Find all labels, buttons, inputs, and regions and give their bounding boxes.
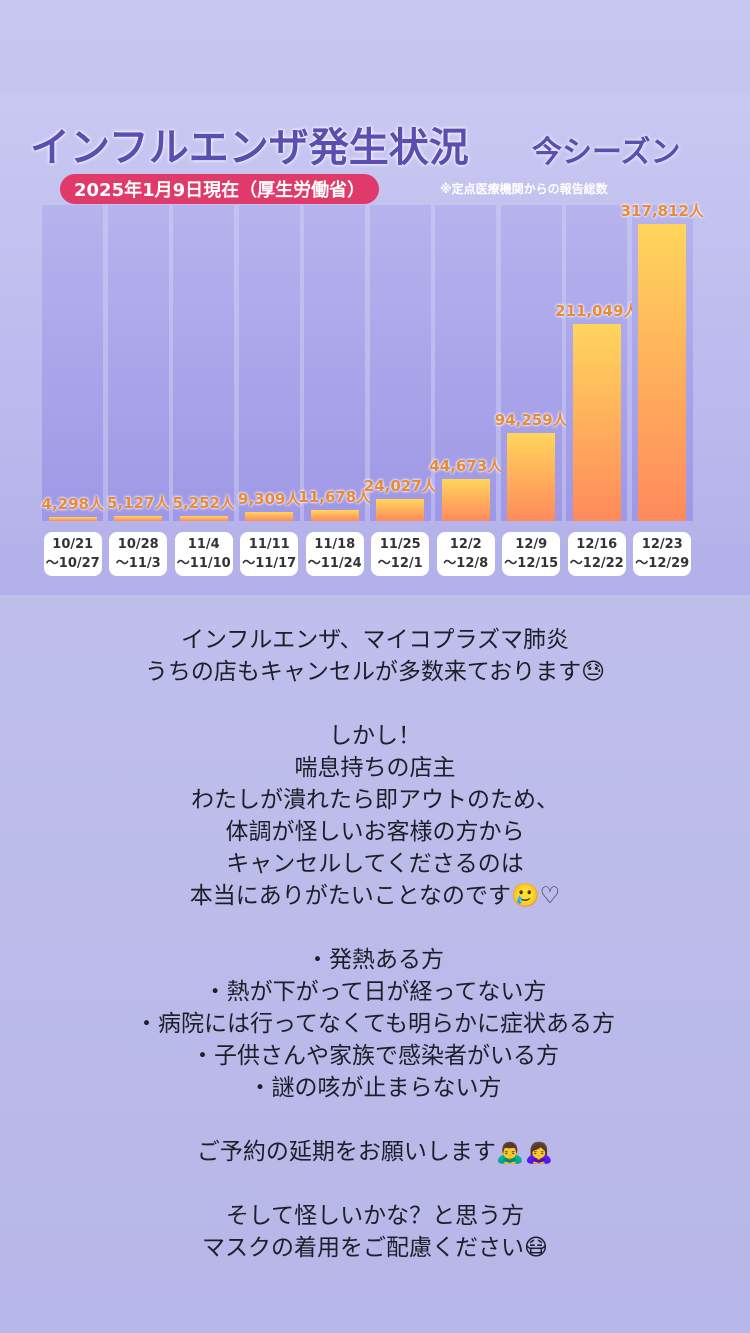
x-tick-label: 12/9 〜12/15: [502, 532, 561, 576]
text-line: しかし！: [329, 723, 421, 749]
text-line: ご予約の延期をお願いします🙇‍♂️🙇‍♀️: [196, 1139, 554, 1165]
text-line: マスクの着用をご配慮ください😷: [202, 1235, 548, 1261]
column-bg: [435, 205, 497, 521]
value-label: 44,673人: [429, 457, 503, 476]
bar: [638, 224, 687, 521]
text-line: うちの店もキャンセルが多数来ております😓: [144, 659, 606, 685]
value-label: 4,298人: [41, 494, 104, 513]
column-bg: [304, 205, 366, 521]
x-tick-label: 11/25 〜12/1: [371, 532, 430, 576]
value-label: 5,127人: [107, 494, 170, 513]
x-tick-label: 12/2 〜12/8: [436, 532, 495, 576]
x-tick-label: 11/18 〜11/24: [305, 532, 364, 576]
bar: [572, 323, 621, 521]
column-bg: [173, 205, 235, 521]
paragraph: インフルエンザ、マイコプラズマ肺炎うちの店もキャンセルが多数来ております😓: [0, 624, 750, 688]
x-tick-label: 11/11 〜11/17: [240, 532, 299, 576]
text-line: 喘息持ちの店主: [294, 755, 456, 781]
x-tick-label: 11/4 〜11/10: [174, 532, 233, 576]
value-label: 317,812人: [620, 202, 704, 220]
bar: [245, 512, 294, 521]
value-label: 211,049人: [555, 301, 639, 320]
value-label: 11,678人: [298, 488, 372, 507]
value-label: 94,259人: [494, 410, 568, 429]
column-bg: [369, 205, 431, 521]
bar: [114, 516, 163, 521]
paragraph: そして怪しいかな？と思う方 マスクの着用をご配慮ください😷: [0, 1200, 750, 1264]
text-line: ・謎の咳が止まらない方: [248, 1075, 502, 1101]
text-line: ・発熱ある方: [306, 947, 444, 973]
bar: [376, 498, 425, 521]
bar: [507, 432, 556, 521]
x-tick-label: 12/16 〜12/22: [567, 532, 626, 576]
value-label: 5,252人: [172, 494, 235, 513]
paragraph: ・発熱ある方・熱が下がって日が経ってない方・病院には行ってなくても明らかに症状あ…: [0, 944, 750, 1104]
chart-subtitle: 2025年1月9日現在（厚生労働省）: [60, 174, 380, 204]
x-tick-label: 12/23 〜12/29: [633, 532, 692, 576]
text-line: キャンセルしてくださるのは: [226, 851, 524, 877]
text-line: そして怪しいかな？と思う方: [225, 1203, 525, 1229]
column-bg: [107, 205, 169, 521]
column-bg: [42, 205, 104, 521]
text-line: ・熱が下がって日が経ってない方: [203, 979, 547, 1005]
text-line: インフルエンザ、マイコプラズマ肺炎: [180, 627, 569, 653]
bar: [310, 510, 359, 521]
value-label: 9,309人: [238, 490, 301, 509]
x-tick-label: 10/21 〜10/27: [43, 532, 102, 576]
bar: [48, 516, 97, 521]
chart-title-suffix: 今シーズン: [532, 135, 681, 170]
text-line: ・子供さんや家族で感染者がいる方: [191, 1043, 559, 1069]
x-tick-label: 10/28 〜11/3: [109, 532, 168, 576]
paragraph: ご予約の延期をお願いします🙇‍♂️🙇‍♀️: [0, 1136, 750, 1168]
paragraph: しかし！ 喘息持ちの店主わたしが潰れたら即アウトのため、 体調が怪しいお客様の方から…: [0, 720, 750, 912]
chart-title: インフルエンザ発生状況: [30, 125, 469, 171]
text-line: 本当にありがたいことなのです🥲♡: [189, 883, 561, 909]
text-line: わたしが潰れたら即アウトのため、: [191, 787, 559, 813]
story-text: インフルエンザ、マイコプラズマ肺炎うちの店もキャンセルが多数来ております😓 しかし…: [0, 624, 750, 1296]
value-label: 24,027人: [363, 476, 437, 495]
text-line: 体調が怪しいお客様の方から: [225, 819, 525, 845]
chart-note: ※定点医療機関からの報告総数: [440, 182, 608, 196]
bar: [179, 516, 228, 521]
bar: [441, 479, 490, 521]
column-bg: [238, 205, 300, 521]
text-line: ・病院には行ってなくても明らかに症状ある方: [134, 1011, 615, 1037]
